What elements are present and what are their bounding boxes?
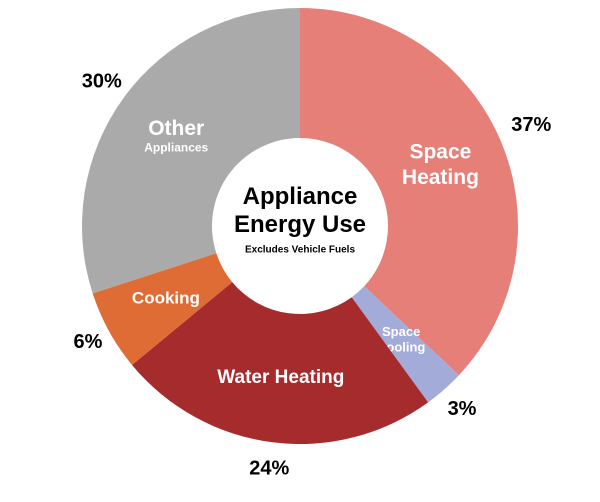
donut-slice xyxy=(351,286,459,403)
value-label: 37% xyxy=(511,114,551,136)
chart-title: Appliance Energy Use xyxy=(234,183,366,238)
value-label: 24% xyxy=(249,457,289,479)
donut-slice xyxy=(82,8,300,294)
donut-slice xyxy=(132,282,429,445)
slice-label: Water Heating xyxy=(217,367,344,388)
value-label: 30% xyxy=(82,70,122,92)
slice-label: Cooking xyxy=(132,289,200,308)
value-label: 6% xyxy=(73,331,102,353)
donut-slice xyxy=(92,253,233,365)
value-label: 3% xyxy=(448,398,477,420)
donut-slice xyxy=(300,8,518,376)
slice-label: Space Heating xyxy=(402,140,479,188)
chart-subtitle: Excludes Vehicle Fuels xyxy=(245,245,355,256)
slice-label: Other Appliances xyxy=(144,116,208,154)
